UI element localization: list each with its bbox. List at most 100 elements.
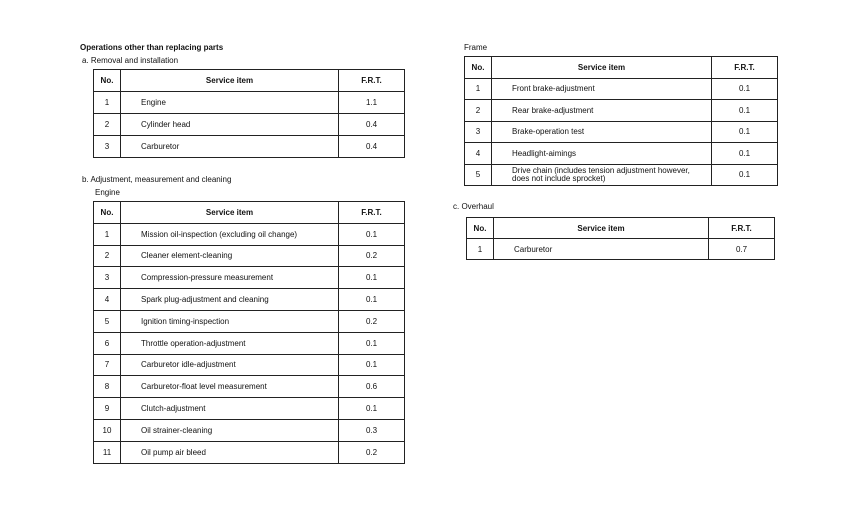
cell-no: 3 (93, 266, 121, 290)
cell-frt: 0.1 (338, 397, 405, 420)
cell-no: 4 (93, 288, 121, 311)
column-header-no: No. (466, 217, 494, 239)
cell-no: 10 (93, 418, 121, 442)
column-header-frt: F.R.T. (338, 69, 405, 92)
table-row: 1 Mission oil-inspection (excluding oil c… (93, 222, 405, 246)
table-row: 11 Oil pump air bleed 0.2 (93, 440, 405, 464)
cell-no: 1 (93, 91, 121, 114)
cell-item: Engine (120, 91, 339, 114)
cell-frt: 0.1 (338, 288, 405, 311)
cell-frt: 0.3 (338, 418, 405, 442)
cell-no: 11 (93, 440, 121, 464)
cell-no: 2 (464, 99, 492, 122)
cell-item: Drive chain (includes tension adjustment… (491, 163, 712, 186)
table-row: 1 Engine 1.1 (93, 91, 405, 114)
table-row: 2 Cleaner element-cleaning 0.2 (93, 244, 405, 268)
cell-frt: 0.4 (338, 113, 405, 136)
cell-no: 1 (93, 222, 121, 246)
cell-no: 2 (93, 244, 121, 268)
table-header-row: No. Service item F.R.T. (464, 56, 778, 79)
cell-frt: 0.1 (711, 163, 778, 186)
frame-adjustment-table: No. Service item F.R.T. 1 Front brake-adjust… (464, 56, 778, 186)
cell-no: 1 (464, 77, 492, 100)
column-header-no: No. (93, 69, 121, 92)
table-row: 3 Compression-pressure measurement 0.1 (93, 266, 405, 290)
table-row: 8 Carburetor-float level measurement 0.6 (93, 375, 405, 399)
column-header-frt: F.R.T. (338, 201, 405, 224)
cell-item: Compression-pressure measurement (120, 266, 339, 290)
column-header-frt: F.R.T. (711, 56, 778, 79)
table-row: 4 Headlight-aimings 0.1 (464, 142, 778, 165)
table-row: 3 Brake-operation test 0.1 (464, 120, 778, 143)
column-header-item: Service item (493, 217, 709, 239)
cell-frt: 0.7 (708, 238, 775, 260)
engine-adjustment-table: No. Service item F.R.T. 1 Mission oil-inspec… (93, 201, 405, 464)
table-header-row: No. Service item F.R.T. (93, 201, 405, 224)
removal-installation-table: No. Service item F.R.T. 1 Engine 1.1 2 Cylinder… (93, 69, 405, 158)
cell-item: Headlight-aimings (491, 142, 712, 165)
cell-frt: 0.2 (338, 440, 405, 464)
cell-frt: 0.1 (711, 99, 778, 122)
table-row: 7 Carburetor idle-adjustment 0.1 (93, 353, 405, 377)
cell-frt: 0.1 (338, 266, 405, 290)
column-header-no: No. (464, 56, 492, 79)
cell-frt: 0.4 (338, 135, 405, 158)
table-row: 10 Oil strainer-cleaning 0.3 (93, 418, 405, 442)
column-header-item: Service item (491, 56, 712, 79)
cell-item: Throttle operation-adjustment (120, 331, 339, 355)
table-row: 9 Clutch-adjustment 0.1 (93, 397, 405, 420)
engine-label: Engine (95, 188, 120, 197)
cell-item: Oil strainer-cleaning (120, 418, 339, 442)
cell-item: Front brake-adjustment (491, 77, 712, 100)
cell-item: Brake-operation test (491, 120, 712, 143)
cell-no: 7 (93, 353, 121, 377)
cell-item: Spark plug-adjustment and cleaning (120, 288, 339, 311)
page-title: Operations other than replacing parts (80, 43, 224, 52)
table-header-row: No. Service item F.R.T. (466, 217, 775, 239)
cell-no: 2 (93, 113, 121, 136)
cell-item: Cleaner element-cleaning (120, 244, 339, 268)
cell-no: 4 (464, 142, 492, 165)
overhaul-table: No. Service item F.R.T. 1 Carburetor 0.7 (466, 217, 775, 260)
table-row: 2 Cylinder head 0.4 (93, 113, 405, 136)
cell-frt: 0.6 (338, 375, 405, 399)
cell-item: Carburetor (493, 238, 709, 260)
cell-frt: 1.1 (338, 91, 405, 114)
table-row: 1 Front brake-adjustment 0.1 (464, 77, 778, 100)
column-header-item: Service item (120, 201, 339, 224)
cell-no: 5 (464, 163, 492, 186)
cell-no: 5 (93, 309, 121, 333)
section-b-label: b. Adjustment, measurement and cleaning (82, 175, 232, 184)
table-row: 1 Carburetor 0.7 (466, 238, 775, 260)
cell-item: Cylinder head (120, 113, 339, 136)
cell-frt: 0.1 (711, 142, 778, 165)
cell-no: 8 (93, 375, 121, 399)
column-header-no: No. (93, 201, 121, 224)
table-row: 3 Carburetor 0.4 (93, 135, 405, 158)
column-header-frt: F.R.T. (708, 217, 775, 239)
cell-frt: 0.1 (338, 222, 405, 246)
table-row: 5 Drive chain (includes tension adjustmen… (464, 163, 778, 186)
cell-item: Carburetor-float level measurement (120, 375, 339, 399)
table-row: 6 Throttle operation-adjustment 0.1 (93, 331, 405, 355)
cell-frt: 0.1 (338, 353, 405, 377)
cell-no: 3 (464, 120, 492, 143)
cell-no: 3 (93, 135, 121, 158)
cell-item: Clutch-adjustment (120, 397, 339, 420)
cell-frt: 0.1 (711, 120, 778, 143)
table-row: 2 Rear brake-adjustment 0.1 (464, 99, 778, 122)
table-row: 5 Ignition timing-inspection 0.2 (93, 309, 405, 333)
cell-frt: 0.2 (338, 309, 405, 333)
cell-item: Mission oil-inspection (excluding oil ch… (120, 222, 339, 246)
cell-frt: 0.1 (338, 331, 405, 355)
table-row: 4 Spark plug-adjustment and cleaning 0.1 (93, 288, 405, 311)
section-a-label: a. Removal and installation (82, 56, 179, 65)
frame-label: Frame (464, 43, 488, 52)
table-header-row: No. Service item F.R.T. (93, 69, 405, 92)
cell-no: 9 (93, 397, 121, 420)
cell-frt: 0.2 (338, 244, 405, 268)
cell-item: Ignition timing-inspection (120, 309, 339, 333)
column-header-item: Service item (120, 69, 339, 92)
cell-no: 6 (93, 331, 121, 355)
